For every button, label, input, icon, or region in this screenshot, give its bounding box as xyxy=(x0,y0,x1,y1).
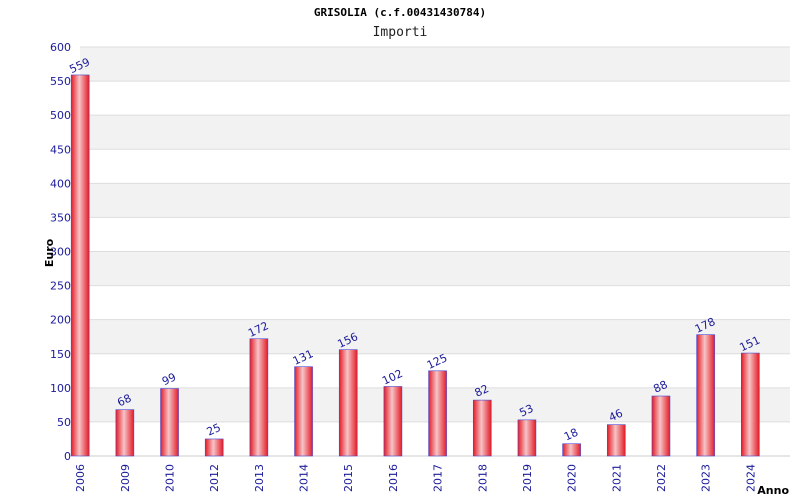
y-tick-label: 250 xyxy=(50,280,71,293)
x-tick-label: 2023 xyxy=(700,464,713,492)
x-tick-label: 2012 xyxy=(208,464,221,492)
bar xyxy=(606,424,626,457)
data-label: 88 xyxy=(651,378,669,396)
chart-title: GRISOLIA (c.f.00431430784) xyxy=(313,6,487,19)
y-tick-label: 300 xyxy=(50,246,71,259)
y-tick-label: 400 xyxy=(50,177,71,190)
grid-band xyxy=(80,115,790,150)
bar xyxy=(651,395,671,457)
x-tick-label: 2013 xyxy=(253,464,266,492)
y-axis-label: Euro xyxy=(43,238,56,267)
x-tick-label: 2020 xyxy=(566,464,579,492)
bar xyxy=(696,334,715,457)
data-label: 68 xyxy=(115,392,133,410)
y-tick-label: 550 xyxy=(50,75,71,88)
y-tick-label: 100 xyxy=(50,382,71,395)
bar xyxy=(70,74,90,457)
bar xyxy=(428,370,447,457)
grid-band xyxy=(80,217,790,252)
x-tick-label: 2019 xyxy=(521,464,534,492)
data-label: 25 xyxy=(205,421,223,439)
bar xyxy=(472,399,492,457)
x-tick-label: 2014 xyxy=(298,464,311,492)
bar xyxy=(115,409,135,457)
bar xyxy=(741,352,760,457)
x-tick-label: 2009 xyxy=(119,464,132,492)
x-tick-label: 2024 xyxy=(744,464,757,492)
x-tick-label: 2010 xyxy=(164,464,177,492)
bar xyxy=(294,366,313,457)
grid-band xyxy=(80,183,790,218)
x-tick-label: 2021 xyxy=(610,464,623,492)
x-axis-label: Anno xyxy=(757,484,789,497)
x-tick-label: 2016 xyxy=(387,464,400,492)
y-tick-label: 450 xyxy=(50,143,71,156)
x-tick-label: 2018 xyxy=(476,464,489,492)
chart-subtitle: Importi xyxy=(372,25,428,40)
grid-band xyxy=(80,251,790,286)
data-label: 46 xyxy=(607,407,625,425)
bar xyxy=(160,388,179,457)
y-tick-label: 350 xyxy=(50,211,71,224)
data-label: 53 xyxy=(517,402,535,420)
x-tick-label: 2015 xyxy=(342,464,355,492)
bar xyxy=(517,419,537,457)
y-tick-label: 50 xyxy=(57,416,71,429)
y-tick-label: 500 xyxy=(50,109,71,122)
bar xyxy=(562,443,581,457)
bar xyxy=(338,349,358,457)
y-tick-label: 200 xyxy=(50,314,71,327)
bar xyxy=(204,438,224,457)
bar xyxy=(383,386,403,457)
grid-band xyxy=(80,81,790,116)
bar xyxy=(249,338,269,457)
y-tick-label: 0 xyxy=(64,450,71,463)
data-label: 18 xyxy=(562,426,580,444)
grid-band xyxy=(80,319,790,354)
grid-band xyxy=(80,47,790,82)
y-tick-label: 600 xyxy=(50,41,71,54)
grid-band xyxy=(80,149,790,184)
y-tick-label: 150 xyxy=(50,348,71,361)
x-tick-label: 2017 xyxy=(432,464,445,492)
data-label: 99 xyxy=(160,370,178,388)
data-label: 82 xyxy=(473,382,491,400)
x-tick-label: 2006 xyxy=(74,464,87,492)
grid-band xyxy=(80,285,790,320)
x-tick-label: 2022 xyxy=(655,464,668,492)
